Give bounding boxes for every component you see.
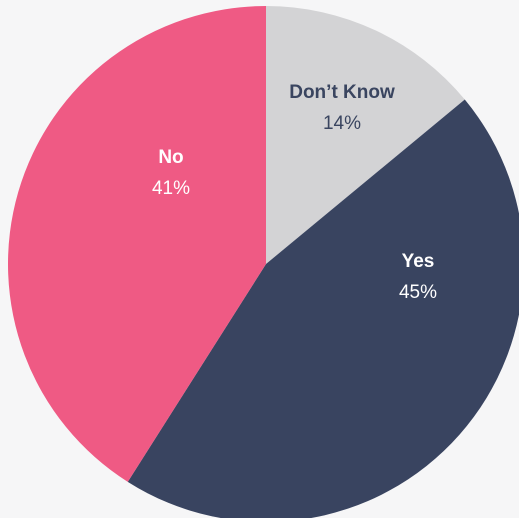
slice-label-no: No 41% <box>152 148 190 198</box>
slice-label-dont-know: Don’t Know 14% <box>289 83 395 133</box>
slice-value-dont-know: 14% <box>322 113 362 134</box>
slice-name-yes: Yes <box>401 251 435 272</box>
slice-value-no: 41% <box>151 178 191 199</box>
slice-name-no: No <box>158 147 184 168</box>
pie-slice-yes <box>127 99 519 518</box>
pie-slice-don-t-know <box>266 6 465 264</box>
slice-label-yes: Yes 45% <box>399 252 437 302</box>
slice-value-yes: 45% <box>398 282 438 303</box>
slice-name-dont-know: Don’t Know <box>289 82 395 103</box>
pie-slice-no <box>7 6 266 482</box>
